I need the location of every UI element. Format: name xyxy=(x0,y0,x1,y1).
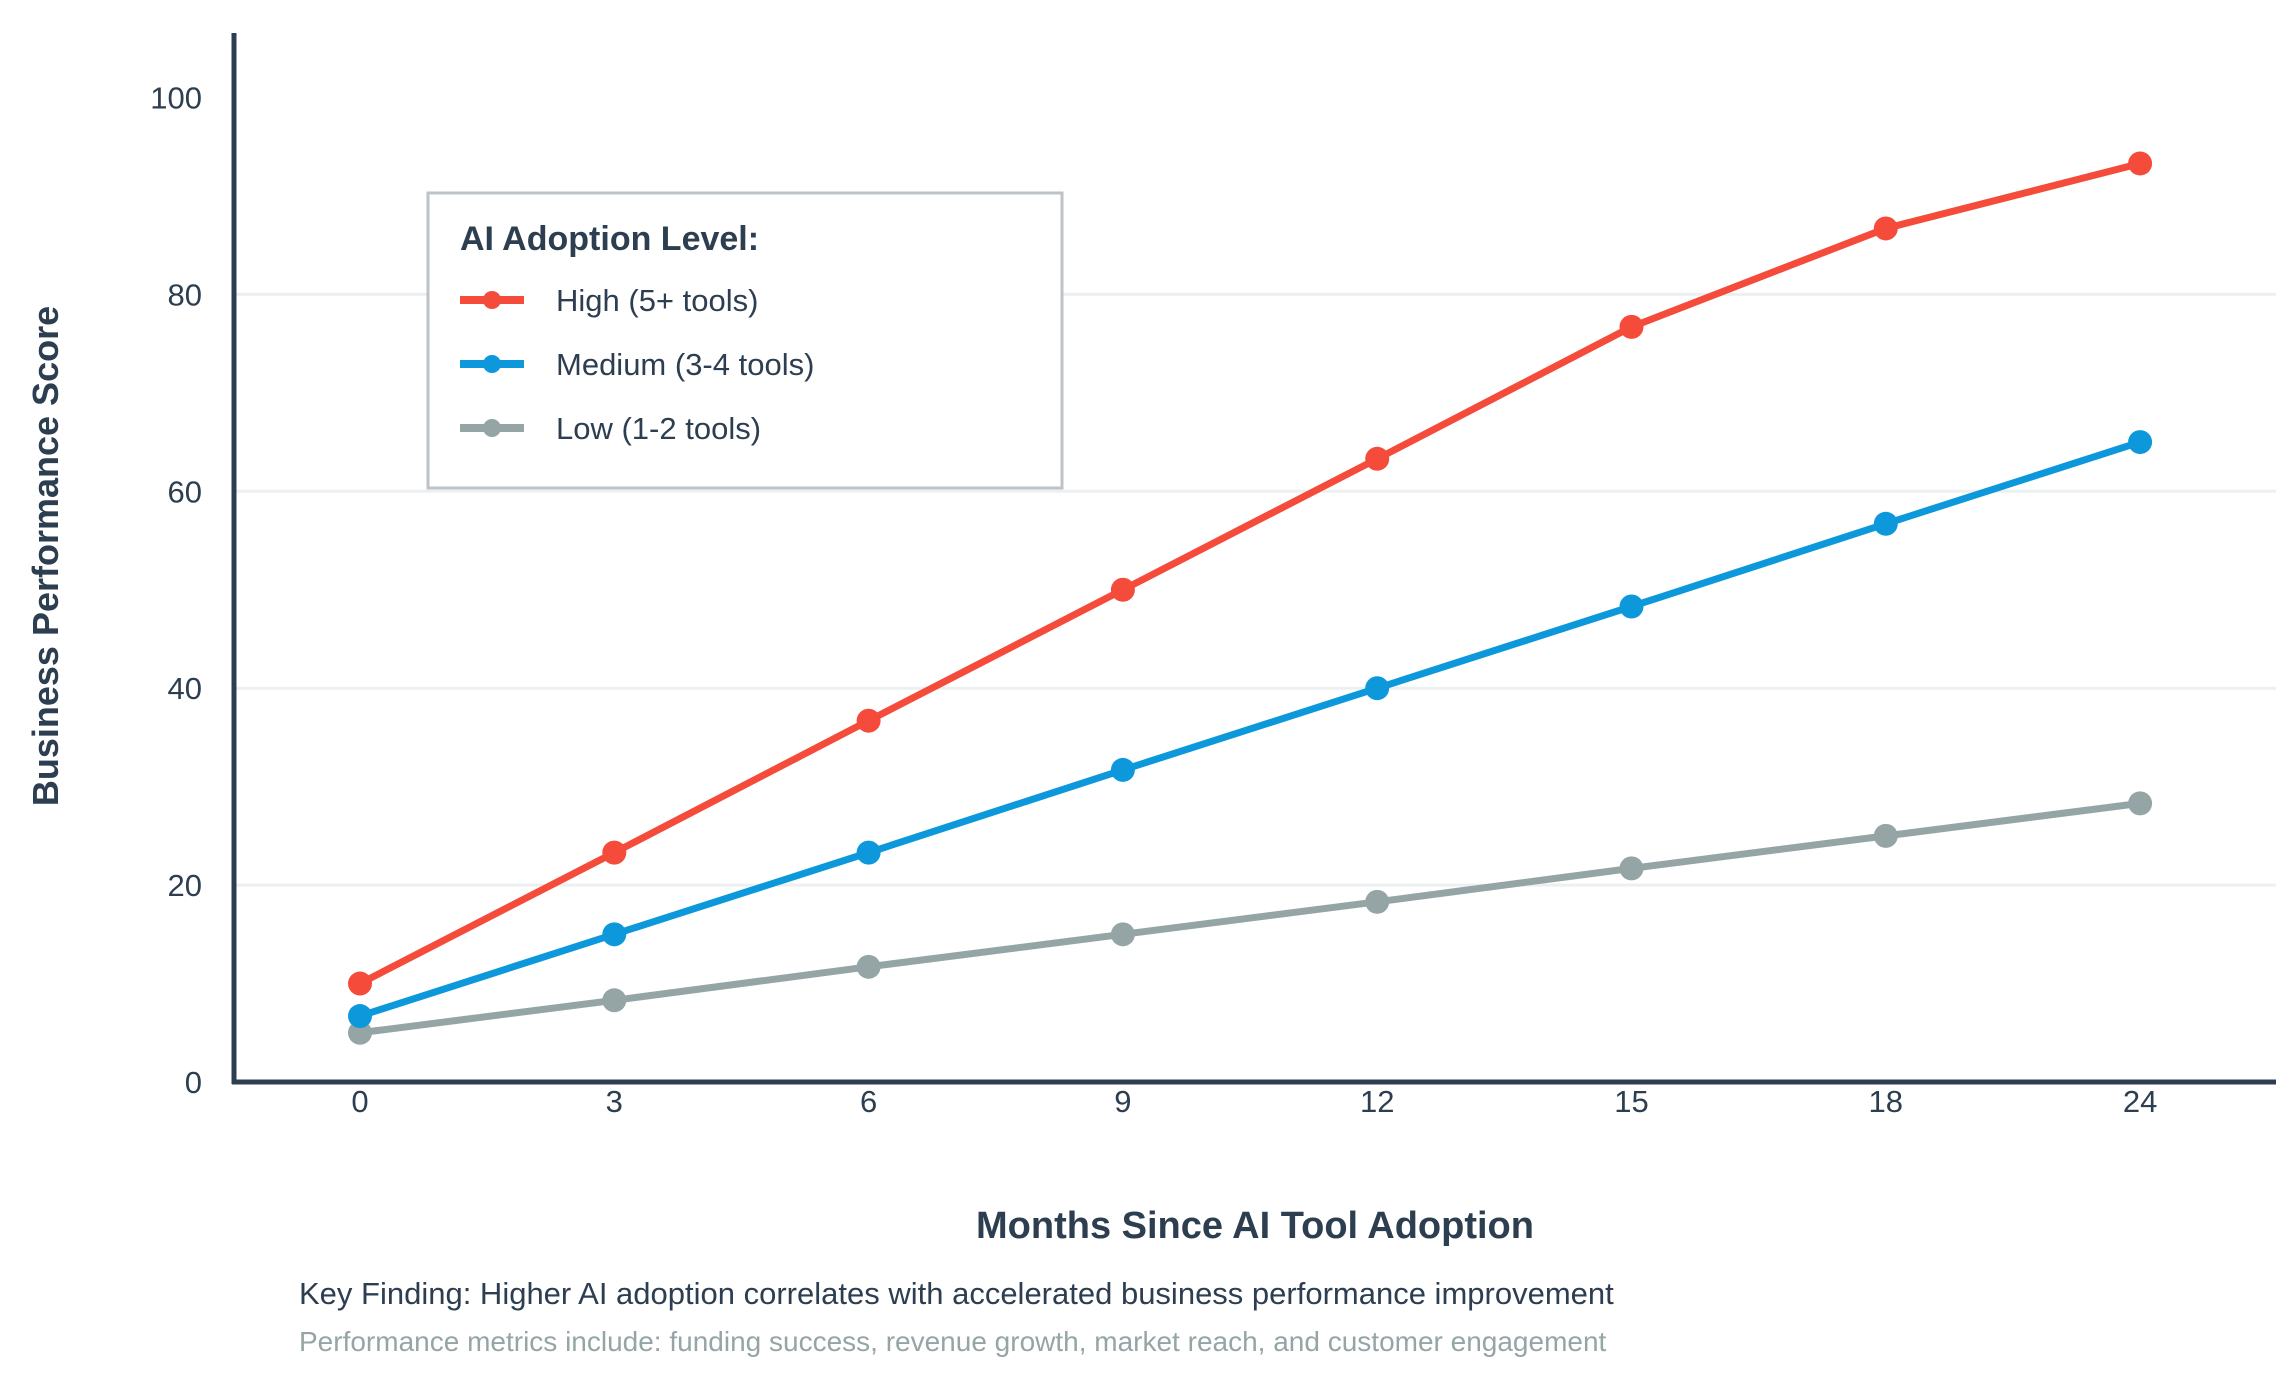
x-axis-title: Months Since AI Tool Adoption xyxy=(976,1205,1534,1247)
x-tick-labels: 0 3 6 9 12 15 18 24 xyxy=(351,1084,2157,1119)
y-tick-label: 80 xyxy=(168,277,202,312)
series-line xyxy=(358,160,2141,987)
data-point xyxy=(1110,757,1135,782)
series-group xyxy=(348,151,2153,1045)
data-point xyxy=(1110,922,1135,947)
legend-item: Low (1-2 tools) xyxy=(460,411,761,446)
data-point xyxy=(1365,676,1390,701)
data-point xyxy=(1619,314,1644,339)
series-line xyxy=(358,438,2142,1020)
y-tick-label: 0 xyxy=(185,1065,202,1100)
legend-label: Low (1-2 tools) xyxy=(556,411,761,446)
data-point xyxy=(2128,151,2153,176)
data-point xyxy=(1619,594,1644,619)
legend-title: AI Adoption Level: xyxy=(460,220,759,258)
series-0 xyxy=(348,151,2153,996)
legend: AI Adoption Level: High (5+ tools) Medium… xyxy=(426,191,1064,490)
y-tick-label: 40 xyxy=(168,671,202,706)
data-point xyxy=(602,840,627,865)
data-point xyxy=(856,840,881,865)
data-point xyxy=(1873,823,1898,848)
data-point xyxy=(602,988,627,1013)
data-point xyxy=(1365,889,1390,914)
x-tick-label: 6 xyxy=(860,1084,877,1119)
data-point xyxy=(2128,791,2153,816)
x-tick-label: 9 xyxy=(1114,1084,1131,1119)
y-tick-label: 60 xyxy=(168,474,202,509)
data-point xyxy=(602,922,627,947)
legend-marker xyxy=(483,355,501,373)
legend-item: Medium (3-4 tools) xyxy=(460,347,814,382)
metrics-note-text: Performance metrics include: funding suc… xyxy=(299,1326,1607,1357)
y-tick-label: 20 xyxy=(168,868,202,903)
y-axis-title: Business Performance Score xyxy=(25,306,66,806)
data-point xyxy=(856,708,881,733)
data-point xyxy=(1365,446,1390,471)
y-tick-labels: 0 20 40 60 80 100 xyxy=(150,81,202,1101)
legend-marker xyxy=(483,419,501,437)
data-point xyxy=(348,1004,372,1029)
legend-marker xyxy=(483,291,501,309)
series-1 xyxy=(348,430,2153,1029)
data-point xyxy=(856,954,881,979)
legend-label: Medium (3-4 tools) xyxy=(556,347,814,382)
x-tick-label: 18 xyxy=(1869,1084,1903,1119)
data-point xyxy=(1110,577,1135,602)
data-point xyxy=(348,1020,372,1045)
legend-box xyxy=(426,191,1064,490)
y-tick-label: 100 xyxy=(150,81,202,116)
series-line xyxy=(359,799,2141,1037)
x-tick-label: 0 xyxy=(351,1084,368,1119)
legend-item: High (5+ tools) xyxy=(460,283,758,318)
x-tick-label: 12 xyxy=(1360,1084,1394,1119)
data-point xyxy=(348,971,372,996)
x-tick-label: 24 xyxy=(2123,1084,2157,1119)
data-point xyxy=(1873,511,1898,536)
x-tick-label: 15 xyxy=(1614,1084,1648,1119)
data-point xyxy=(1873,216,1898,241)
series-2 xyxy=(348,791,2153,1045)
key-finding-text: Key Finding: Higher AI adoption correlat… xyxy=(299,1276,1614,1311)
data-point xyxy=(2128,430,2153,455)
data-point xyxy=(1619,856,1644,881)
legend-label: High (5+ tools) xyxy=(556,283,758,318)
x-tick-label: 3 xyxy=(606,1084,623,1119)
